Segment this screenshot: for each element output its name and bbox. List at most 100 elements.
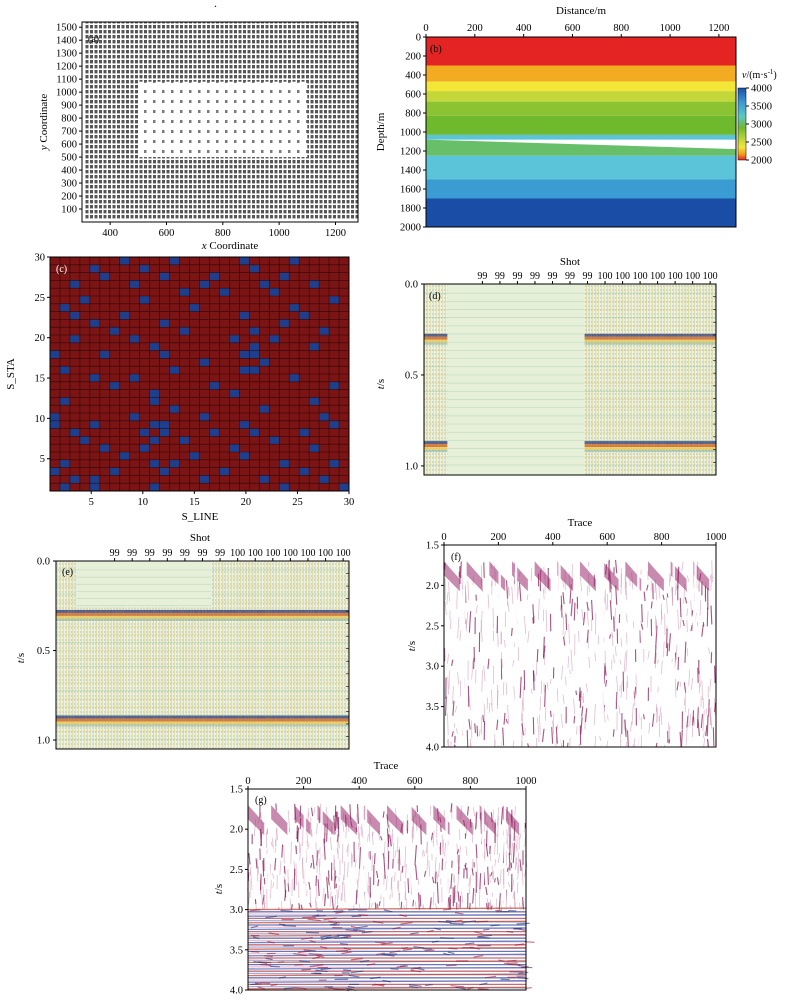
panel-c-missing-cell [249, 264, 260, 273]
panel-f-wiggle [552, 720, 554, 728]
panel-f-wiggle [656, 708, 659, 723]
panel-g-reconstructed-band [247, 907, 527, 911]
panel-f-wiggle [612, 654, 615, 664]
panel-g-wiggle [394, 849, 397, 858]
panel-b-ytick-label: 2000 [400, 223, 421, 234]
panel-f-wiggle [710, 715, 712, 729]
panel-g-wiggle [405, 863, 407, 879]
panel-g-wiggle [372, 831, 374, 837]
panel-b-chart: 0 200 400 600 800 1000 1200 0 200 400 600 800 1000 1… [375, 5, 777, 234]
panel-g-missing-trace [267, 789, 270, 910]
panel-f-missing-trace [637, 545, 640, 747]
panel-f-wiggle [701, 624, 704, 637]
panel-f-wiggle [650, 601, 653, 609]
panel-g-wiggle [373, 853, 376, 865]
panel-g-wiggle [524, 869, 527, 877]
panel-g-reconstructed-wiggle [301, 936, 313, 940]
panel-f-wiggle [603, 671, 606, 684]
panel-c-xtick-label: 20 [241, 497, 252, 508]
panel-g-reconstructed-wiggle [449, 922, 464, 925]
panel-g-wiggle [494, 878, 496, 883]
panel-c-missing-cell [149, 459, 160, 468]
panel-b-velocity-model: 0 200 400 600 800 1000 1200 0 200 400 600 800 1000 1… [370, 0, 793, 255]
panel-g-wiggle [456, 849, 460, 855]
panel-g-wiggle [276, 827, 278, 841]
panel-g-wiggle [497, 853, 501, 863]
panel-f-wiggle [505, 718, 508, 724]
panel-b-ytick-label: 1200 [400, 147, 421, 158]
panel-f-wiggle [539, 696, 542, 711]
panel-g-reconstructed-wiggle [293, 952, 307, 957]
panel-g-reconstructed-wiggle [253, 960, 268, 965]
panel-g-reconstructed-wiggle [366, 963, 376, 966]
panel-g-reconstructed-wiggle [495, 909, 503, 912]
panel-g-wiggle [331, 896, 335, 910]
panel-f-wiggle [447, 676, 449, 695]
panel-f-wiggle [490, 702, 493, 712]
panel-g-wiggle [404, 881, 407, 901]
panel-c-missing-cell [119, 452, 130, 460]
panel-g-wiggle [423, 870, 427, 877]
panel-f-wiggle [447, 713, 449, 736]
panel-g-wiggle [358, 832, 361, 847]
panel-d-xlabel: Shot [560, 256, 580, 268]
panel-f-wiggle [686, 715, 689, 728]
panel-g-wiggle [255, 858, 258, 869]
panel-g-wiggle [436, 873, 439, 884]
panel-c-missing-cell [159, 272, 170, 281]
panel-f-first-arrival [648, 561, 664, 592]
panel-f-wiggle [507, 601, 510, 612]
panel-a-ytick-label: 1100 [56, 75, 77, 86]
panel-g-reconstructed-wiggle [507, 963, 521, 966]
panel-g-wiggle [466, 806, 469, 816]
panel-f-wiggle [527, 743, 530, 748]
panel-g-first-arrival [248, 805, 265, 836]
panel-f-wiggle [666, 593, 669, 598]
panel-g-wiggle [426, 855, 429, 871]
panel-f-wiggle [500, 651, 503, 668]
panel-f-wiggle [702, 697, 705, 709]
panel-d-ytick-label: 1.0 [405, 461, 418, 472]
panel-g-reconstructed-band [247, 933, 527, 937]
panel-g-wiggle [471, 825, 474, 844]
panel-f-wiggle [487, 658, 490, 669]
panel-c-chart: 5 10 15 20 25 30 5 10 15 20 25 30 (c) S_LINE S_STA [5, 253, 354, 524]
panel-f-wiggle [625, 649, 628, 672]
panel-f-wiggle [570, 649, 573, 672]
panel-f-wiggle [580, 717, 583, 735]
panel-g-wiggle [312, 854, 315, 869]
panel-f-wiggle [578, 631, 580, 642]
panel-c-missing-cell [159, 420, 170, 429]
panel-f-wiggle [461, 575, 463, 590]
panel-f-wiggle [655, 582, 658, 601]
panel-f-wiggle [702, 710, 705, 732]
panel-c-missing-cell [239, 452, 250, 460]
panel-b-layer-5 [426, 101, 736, 116]
panel-f-first-arrival [534, 561, 551, 592]
panel-g-wiggle [512, 842, 515, 863]
panel-d-shot-label: 100 [685, 271, 700, 282]
panel-b-ytick-label: 1400 [400, 166, 421, 177]
panel-f-wiggle [581, 706, 584, 717]
panel-g-reconstructed-wiggle [280, 909, 293, 912]
panel-g-wiggle [509, 905, 512, 910]
panel-c-missing-cell [269, 436, 280, 445]
panel-g-wiggle [499, 869, 502, 885]
panel-f-wiggle [686, 575, 690, 582]
panel-g-wiggle [489, 873, 491, 883]
panel-g-reconstructed-band [247, 960, 527, 964]
panel-c-missing-cell [319, 327, 330, 335]
panel-e-reflection-yellow [56, 721, 349, 725]
panel-g-wiggle [259, 828, 262, 846]
panel-d-shot-label: 100 [668, 271, 683, 282]
panel-b-layer-1 [426, 37, 736, 66]
panel-c-missing-cell [119, 257, 130, 265]
panel-f-wiggle [604, 589, 607, 611]
panel-f-wiggle [507, 704, 510, 725]
panel-g-reconstructed-wiggle [438, 920, 452, 924]
panel-f-wiggle [475, 605, 478, 614]
panel-e-shot-label: 100 [283, 548, 298, 559]
panel-c-missing-cell [239, 420, 250, 429]
panel-g-first-arrival [340, 805, 357, 836]
panel-g-wiggle [367, 851, 370, 858]
